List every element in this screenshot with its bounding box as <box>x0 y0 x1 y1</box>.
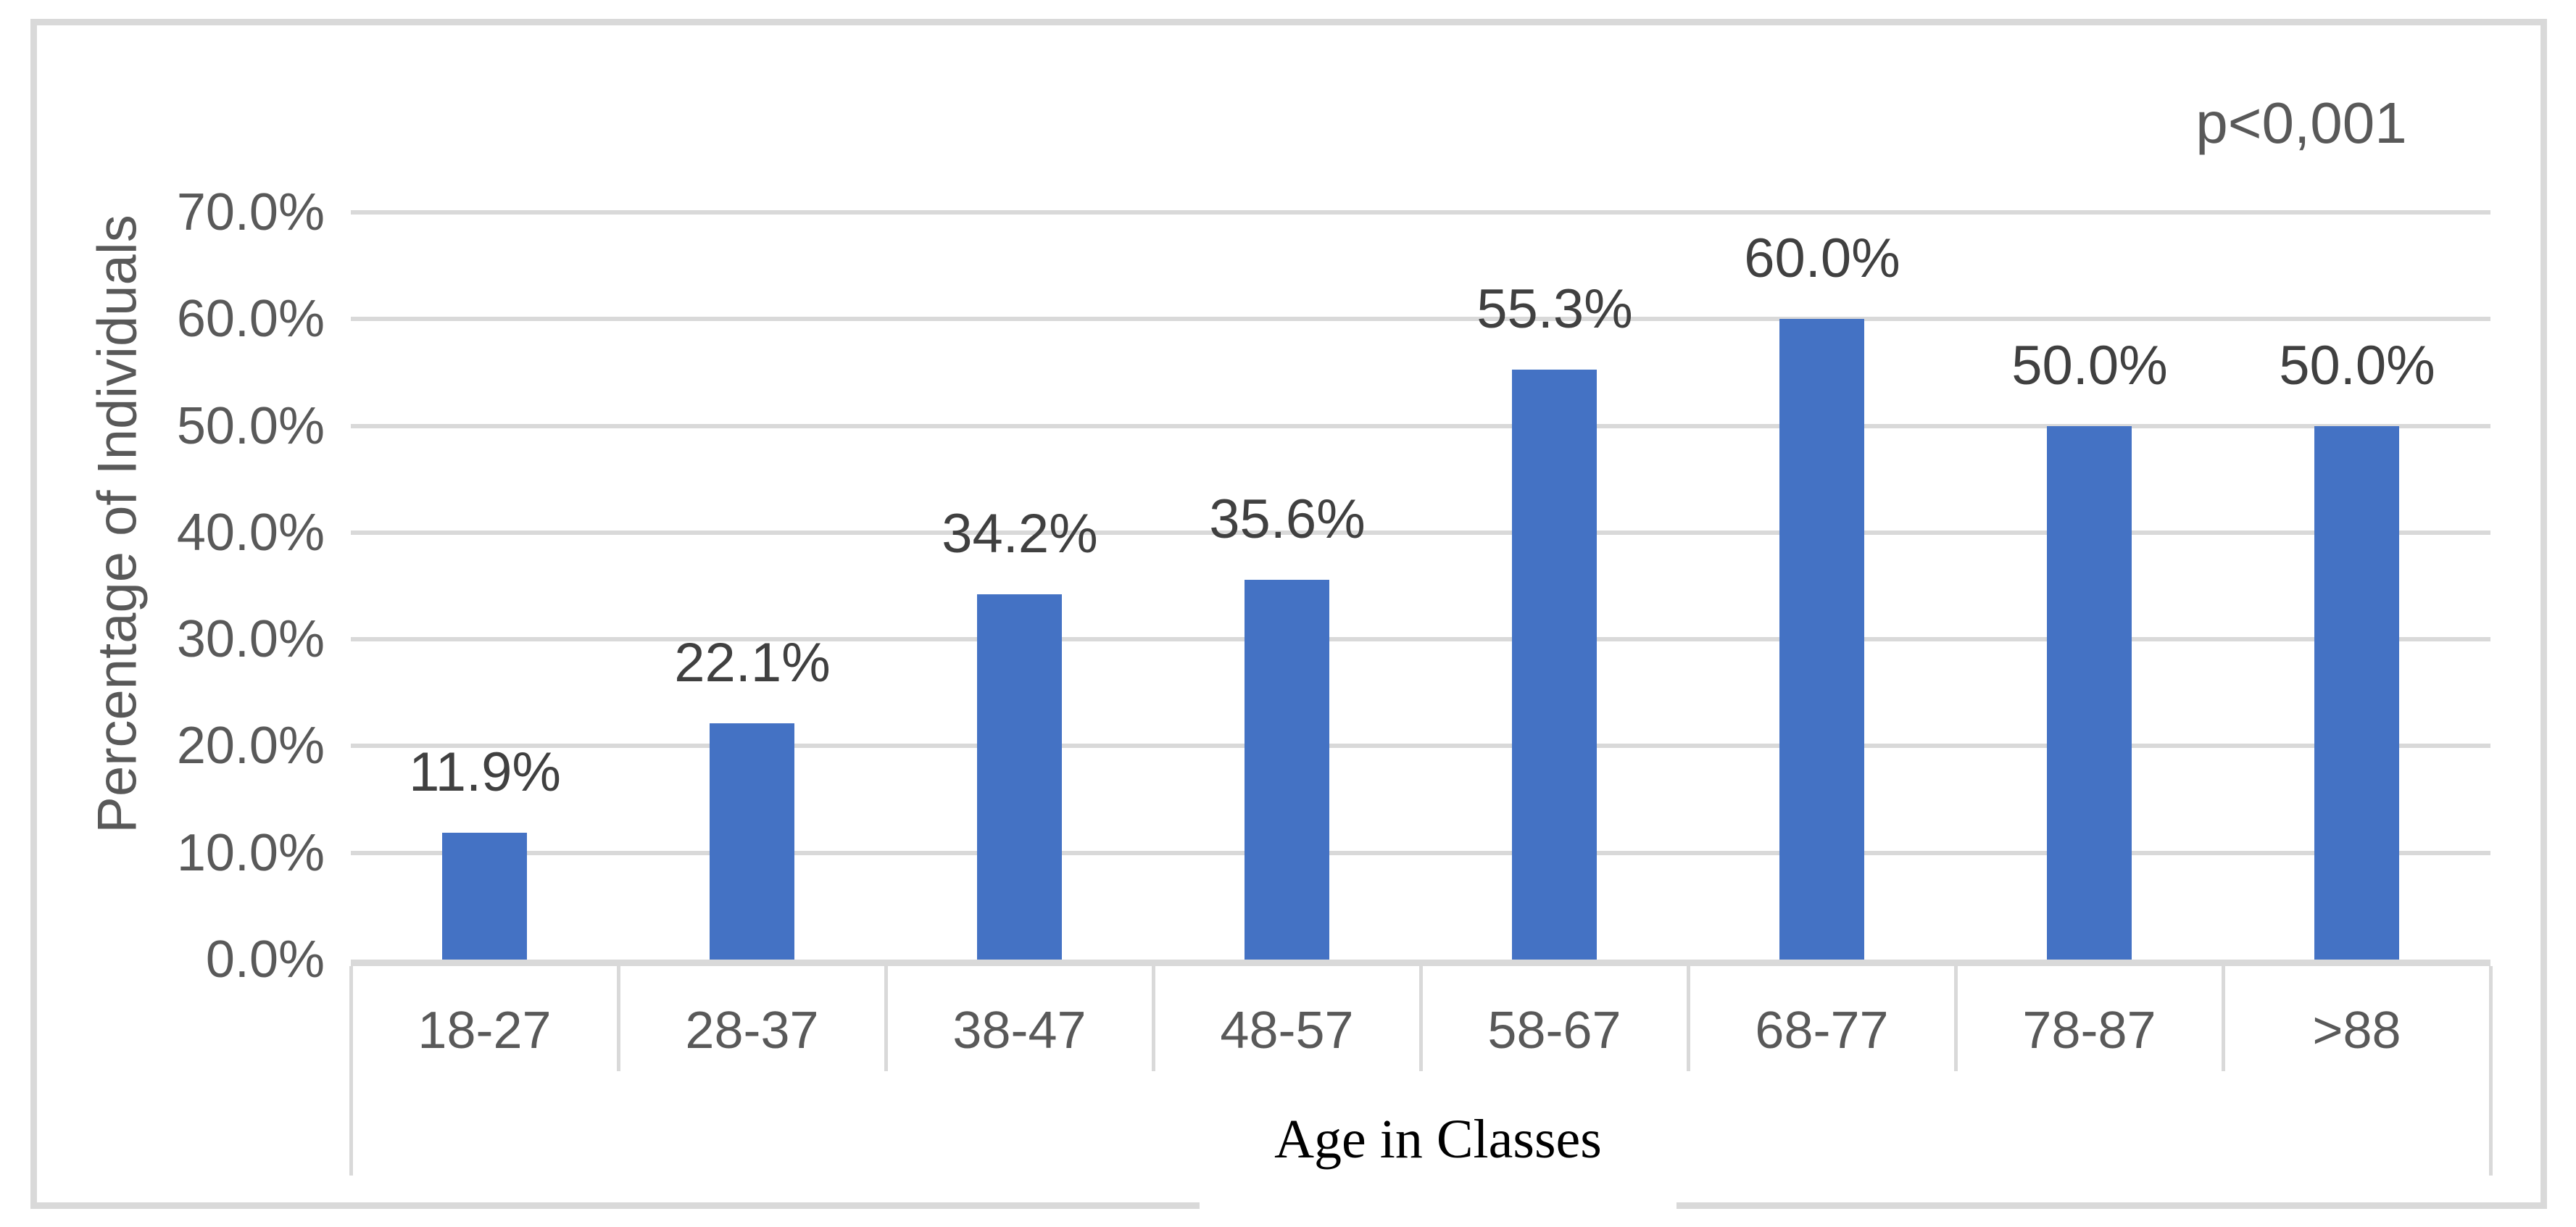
data-label: 35.6% <box>1209 488 1366 550</box>
data-label: 50.0% <box>2011 335 2168 396</box>
y-tick-label: 0.0% <box>205 931 325 989</box>
bar-18-27 <box>442 833 527 960</box>
y-tick-label: 30.0% <box>176 610 325 668</box>
data-label: 11.9% <box>409 741 561 803</box>
category-separator <box>1954 966 1958 1071</box>
x-axis-title: Age in Classes <box>1274 1109 1602 1170</box>
category-label: 58-67 <box>1487 1002 1621 1060</box>
category-label: 28-37 <box>685 1002 819 1060</box>
p-value-annotation: p<0,001 <box>2195 91 2407 155</box>
x-axis-baseline <box>351 960 2490 966</box>
y-tick-label: 60.0% <box>176 290 325 348</box>
bar-58-67 <box>1512 370 1597 960</box>
bar->88 <box>2314 426 2399 960</box>
data-label: 60.0% <box>1744 228 1900 289</box>
data-label: 22.1% <box>674 632 831 694</box>
category-label: 78-87 <box>2022 1002 2156 1060</box>
gridline <box>351 317 2490 322</box>
data-label: 34.2% <box>942 503 1098 565</box>
x-axis-title-box: Age in Classes <box>1200 1089 1677 1227</box>
category-label: 48-57 <box>1220 1002 1354 1060</box>
category-boundary-line <box>2489 966 2493 1176</box>
y-tick-label: 10.0% <box>176 824 325 882</box>
bar-28-37 <box>710 723 794 960</box>
category-label: 38-47 <box>952 1002 1087 1060</box>
gridline <box>351 637 2490 642</box>
gridline <box>351 850 2490 855</box>
y-tick-label: 50.0% <box>176 397 325 455</box>
category-label: >88 <box>2312 1002 2401 1060</box>
category-separator <box>1687 966 1690 1071</box>
gridline <box>351 423 2490 428</box>
data-label: 50.0% <box>2279 335 2435 396</box>
bar-48-57 <box>1245 580 1329 960</box>
category-separator <box>2222 966 2225 1071</box>
bar-68-77 <box>1779 319 1864 960</box>
plot-area: 11.9% 22.1% 34.2% 35.6% 55.3% 60.0% 50.0% 50.0% <box>351 210 2490 960</box>
bar-78-87 <box>2047 426 2132 960</box>
y-tick-label: 20.0% <box>176 717 325 775</box>
bar-38-47 <box>977 594 1062 960</box>
category-boundary-line <box>349 966 353 1176</box>
y-tick-label: 70.0% <box>176 183 325 241</box>
category-label: 68-77 <box>1755 1002 1889 1060</box>
gridline <box>351 744 2490 749</box>
category-separator <box>884 966 888 1071</box>
gridline <box>351 530 2490 535</box>
category-separator <box>617 966 620 1071</box>
gridline <box>351 210 2490 215</box>
category-separator <box>1152 966 1155 1071</box>
data-label: 55.3% <box>1476 278 1633 340</box>
y-tick-label: 40.0% <box>176 504 325 562</box>
category-separator <box>1419 966 1423 1071</box>
category-label: 18-27 <box>417 1002 552 1060</box>
